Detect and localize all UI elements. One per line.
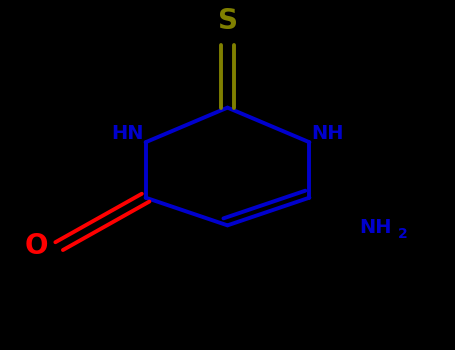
Text: NH: NH	[359, 218, 392, 237]
Text: NH: NH	[312, 124, 344, 143]
Text: S: S	[217, 7, 238, 35]
Text: O: O	[24, 232, 48, 260]
Text: 2: 2	[398, 227, 408, 241]
Text: HN: HN	[111, 124, 143, 143]
